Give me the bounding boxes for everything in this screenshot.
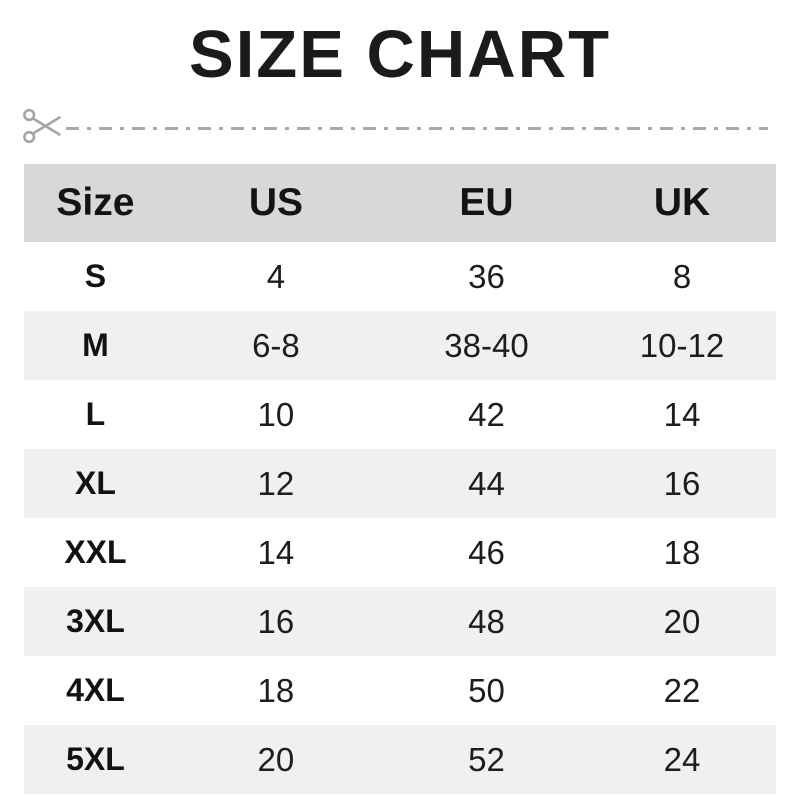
eu-cell: 42: [468, 395, 505, 433]
us-cell: 14: [257, 533, 295, 571]
column-header-size: Size: [24, 164, 167, 243]
size-cell: 3XL: [66, 603, 125, 640]
table-row: S 4 36 8: [24, 242, 776, 312]
size-cell: M: [82, 327, 109, 364]
table-row: XL 12 44 16: [24, 449, 776, 519]
scissors-icon: [22, 107, 62, 150]
uk-cell: 10-12: [639, 326, 725, 364]
uk-cell: 8: [672, 257, 692, 295]
table-row: M 6-8 38-40 10-12: [24, 311, 776, 381]
uk-cell: 24: [663, 740, 701, 778]
size-chart-table: Size US EU UK S 4 36 8 M 6-8 38-40 10-12…: [24, 164, 776, 795]
table-row: 3XL 16 48 20: [24, 587, 776, 657]
page-title: SIZE CHART: [189, 17, 611, 92]
eu-cell: 36: [468, 257, 505, 295]
eu-cell: 38-40: [444, 326, 529, 364]
table-row: XXL 14 46 18: [24, 518, 776, 588]
column-header-uk: UK: [587, 164, 776, 243]
uk-cell: 14: [663, 395, 701, 433]
us-cell: 4: [266, 257, 286, 295]
eu-cell: 50: [468, 671, 505, 709]
size-cell: 5XL: [66, 741, 125, 778]
us-cell: 16: [257, 602, 295, 640]
uk-cell: 20: [663, 602, 701, 640]
table-header: Size US EU UK: [24, 164, 776, 243]
cut-line: [22, 106, 768, 150]
table-body: S 4 36 8 M 6-8 38-40 10-12 L 10 42 14 XL…: [24, 242, 776, 795]
header-row: Size US EU UK: [24, 164, 776, 243]
dashed-cut-rule: [66, 126, 768, 130]
eu-cell: 44: [468, 464, 505, 502]
table-row: 4XL 18 50 22: [24, 656, 776, 726]
us-cell: 18: [257, 671, 295, 709]
table-row: 5XL 20 52 24: [24, 725, 776, 795]
eu-cell: 48: [468, 602, 505, 640]
uk-cell: 16: [663, 464, 701, 502]
column-header-us: US: [166, 164, 385, 243]
size-cell: L: [85, 396, 106, 433]
us-cell: 20: [257, 740, 295, 778]
us-cell: 10: [257, 395, 295, 433]
uk-cell: 18: [663, 533, 701, 571]
eu-cell: 46: [468, 533, 505, 571]
eu-cell: 52: [468, 740, 505, 778]
uk-cell: 22: [663, 671, 701, 709]
table-row: L 10 42 14: [24, 380, 776, 450]
size-cell: XL: [74, 465, 116, 502]
us-cell: 6-8: [252, 326, 300, 364]
column-header-eu: EU: [384, 164, 588, 243]
size-cell: S: [84, 258, 107, 295]
us-cell: 12: [257, 464, 295, 502]
size-cell: XXL: [64, 534, 127, 571]
size-cell: 4XL: [66, 672, 125, 709]
